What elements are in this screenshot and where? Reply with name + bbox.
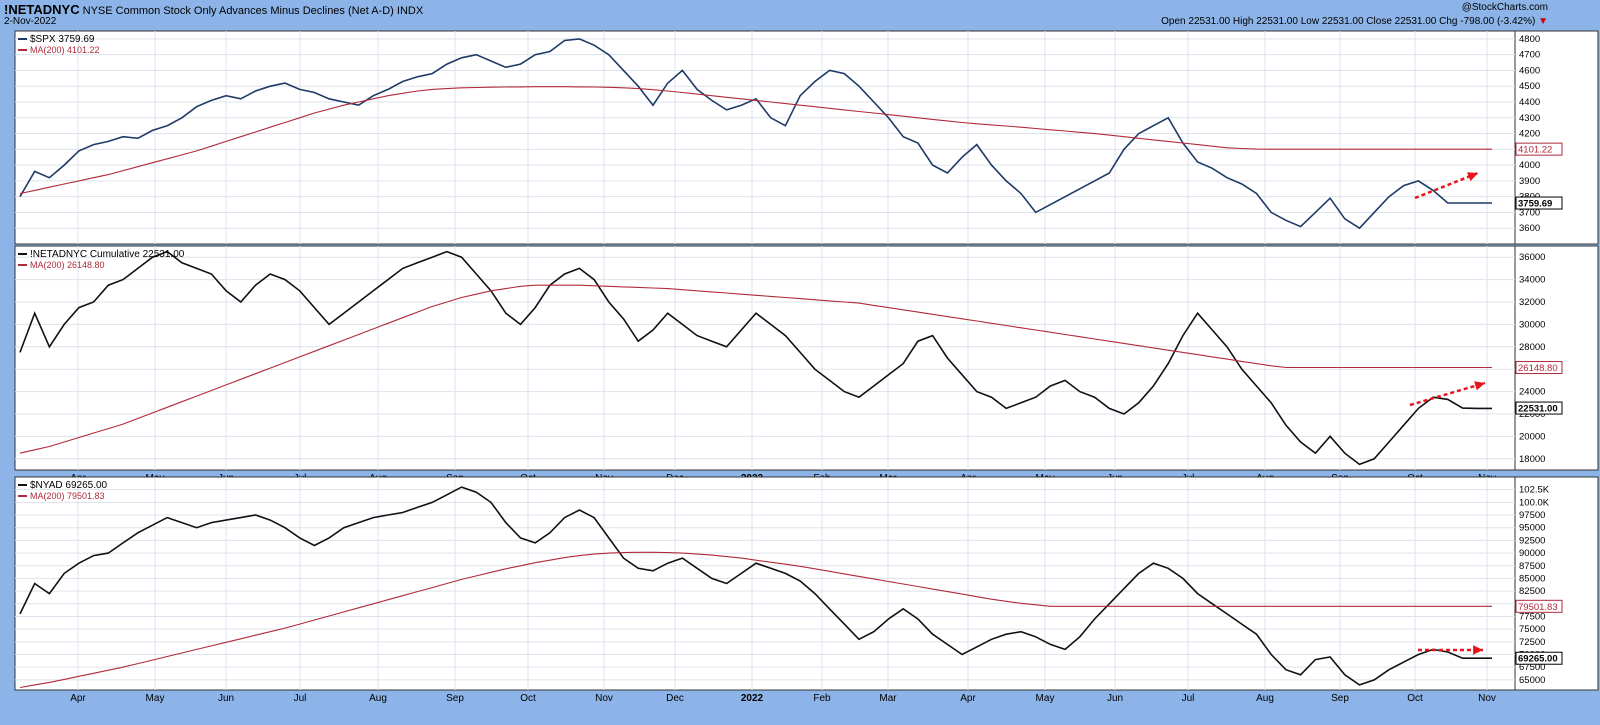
last-value-tag-box	[1515, 401, 1563, 415]
last-value-tag: 22531.00	[1518, 404, 1558, 415]
panel-1: 3600370038003900400041004200430044004500…	[14, 30, 1599, 245]
y-tick-label: 3900	[1519, 176, 1540, 187]
x-tick-label: Jul	[1182, 693, 1195, 704]
last-value-tag-box	[1515, 196, 1563, 210]
y-tick-label: 4300	[1519, 113, 1540, 124]
ma-value-tag: 26148.80	[1518, 363, 1558, 374]
y-tick-label: 4200	[1519, 129, 1540, 140]
x-tick-label: Aug	[1256, 693, 1274, 704]
legend-label-ma: MA(200) 4101.22	[30, 45, 100, 55]
x-tick-label: Sep	[1331, 693, 1349, 704]
y-tick-label: 4700	[1519, 50, 1540, 61]
x-tick-label: Feb	[813, 693, 831, 704]
trend-arrow	[1409, 381, 1486, 407]
watermark: @StockCharts.com	[1461, 2, 1548, 13]
y-tick-label: 85000	[1519, 573, 1545, 584]
y-tick-label: 92500	[1519, 535, 1545, 546]
y-tick-label: 34000	[1519, 275, 1545, 286]
y-tick-label: 3700	[1519, 207, 1540, 218]
ohlc-line: Open 22531.00 High 22531.00 Low 22531.00…	[1161, 16, 1548, 27]
y-tick-label: 100.0K	[1519, 497, 1550, 508]
plot-area	[14, 476, 1516, 691]
y-tick-label: 4600	[1519, 65, 1540, 76]
y-tick-label: 28000	[1519, 342, 1545, 353]
x-tick-label: 2022	[741, 693, 764, 704]
y-tick-label: 97500	[1519, 510, 1545, 521]
y-axis-area	[1514, 245, 1599, 471]
chg-arrow-icon: ▼	[1538, 16, 1548, 27]
x-tick-label: Dec	[666, 693, 684, 704]
y-tick-label: 36000	[1519, 252, 1545, 263]
x-tick-label: Apr	[960, 693, 976, 704]
y-tick-label: 72500	[1519, 637, 1545, 648]
y-tick-label: 102.5K	[1519, 485, 1550, 496]
y-tick-label: 18000	[1519, 454, 1545, 465]
legend-label-ma: MA(200) 79501.83	[30, 491, 105, 501]
y-tick-label: 87500	[1519, 561, 1545, 572]
x-tick-label: May	[1036, 693, 1055, 704]
panel-2: 1800020000220002400026000280003000032000…	[14, 245, 1599, 471]
y-tick-label: 95000	[1519, 523, 1545, 534]
x-tick-label: Oct	[520, 693, 536, 704]
trend-arrow-head	[1474, 381, 1485, 391]
date: 2-Nov-2022	[4, 16, 57, 27]
trend-arrow	[1414, 171, 1479, 200]
y-tick-label: 90000	[1519, 548, 1545, 559]
y-tick-label: 20000	[1519, 431, 1545, 442]
y-tick-label: 32000	[1519, 297, 1545, 308]
trend-arrow-head	[1473, 645, 1483, 655]
y-tick-label: 4800	[1519, 34, 1540, 45]
x-tick-label: Nov	[595, 693, 613, 704]
x-tick-label: Jul	[294, 693, 307, 704]
last-value-tag: 69265.00	[1518, 654, 1558, 665]
x-tick-label: Sep	[446, 693, 464, 704]
y-tick-label: 82500	[1519, 586, 1545, 597]
ma-value-tag-box	[1515, 599, 1563, 613]
exchange: INDX	[396, 5, 424, 17]
last-value-tag-box	[1515, 651, 1563, 665]
ma-value-tag-box	[1515, 361, 1563, 375]
y-tick-label: 77500	[1519, 611, 1545, 622]
series-line	[19, 486, 1492, 686]
y-tick-label: 4500	[1519, 81, 1540, 92]
ma-line	[19, 284, 1492, 454]
legend-label: $NYAD 69265.00	[30, 480, 108, 491]
legend-label: !NETADNYC Cumulative 22531.00	[30, 249, 185, 260]
legend-label-ma: MA(200) 26148.80	[30, 260, 105, 270]
last-value-tag: 3759.69	[1518, 199, 1552, 210]
y-tick-label: 4000	[1519, 160, 1540, 171]
y-tick-label: 75000	[1519, 624, 1545, 635]
x-tick-label: Jun	[1107, 693, 1123, 704]
description: NYSE Common Stock Only Advances Minus De…	[82, 5, 394, 17]
ma-value-tag: 79501.83	[1518, 602, 1558, 613]
x-tick-label: Aug	[369, 693, 387, 704]
y-tick-label: 3600	[1519, 223, 1540, 234]
ohlc-values: Open 22531.00 High 22531.00 Low 22531.00…	[1161, 16, 1536, 27]
ma-value-tag-box	[1515, 142, 1563, 156]
y-tick-label: 24000	[1519, 387, 1545, 398]
x-tick-label: Jun	[218, 693, 234, 704]
ma-value-tag: 4101.22	[1518, 145, 1552, 156]
header-title-line: !NETADNYC NYSE Common Stock Only Advance…	[4, 2, 423, 17]
y-tick-label: 30000	[1519, 319, 1545, 330]
y-tick-label: 4400	[1519, 97, 1540, 108]
x-tick-label: Apr	[70, 693, 86, 704]
legend-label: $SPX 3759.69	[30, 34, 95, 45]
panel-3: 6500067500700007250075000775008000082500…	[14, 476, 1599, 691]
x-tick-label: Nov	[1478, 693, 1496, 704]
ma-line	[19, 86, 1492, 195]
ma-line	[19, 551, 1492, 689]
y-tick-label: 67500	[1519, 662, 1545, 673]
x-tick-label: May	[146, 693, 165, 704]
y-tick-label: 65000	[1519, 675, 1545, 686]
trend-arrow-head	[1467, 172, 1478, 182]
series-line	[19, 38, 1492, 230]
symbol[interactable]: !NETADNYC	[4, 2, 80, 17]
chart-header: !NETADNYC NYSE Common Stock Only Advance…	[0, 0, 1600, 30]
series-line	[19, 250, 1492, 466]
x-tick-label: Oct	[1407, 693, 1423, 704]
x-tick-label: Mar	[879, 693, 897, 704]
